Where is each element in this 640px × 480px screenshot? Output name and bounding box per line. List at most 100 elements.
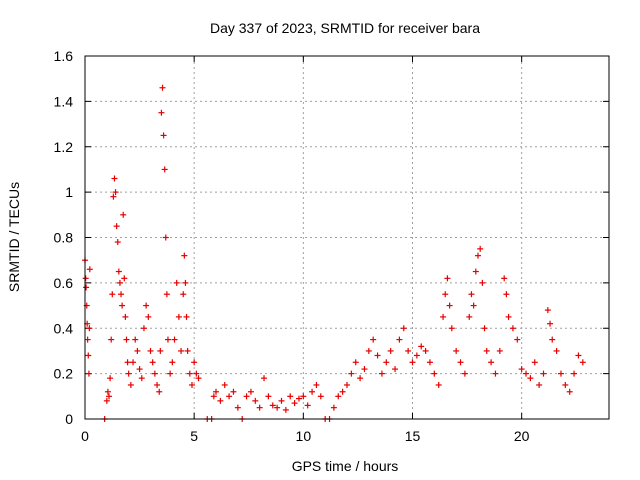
y-axis-label: SRMTID / TECUs	[6, 182, 22, 292]
x-tick-label: 20	[514, 428, 530, 444]
data-point	[287, 393, 294, 400]
data-point	[160, 132, 167, 139]
data-point	[496, 347, 503, 354]
x-tick-label: 10	[296, 428, 312, 444]
data-point	[396, 336, 403, 343]
data-point	[501, 275, 508, 282]
data-point	[378, 370, 385, 377]
chart-title: Day 337 of 2023, SRMTID for receiver bar…	[210, 20, 480, 36]
data-point	[243, 393, 250, 400]
x-tick-label: 5	[190, 428, 198, 444]
data-point	[85, 352, 92, 359]
data-point	[221, 381, 228, 388]
data-point	[188, 381, 195, 388]
data-point	[261, 375, 268, 382]
data-point	[180, 291, 187, 298]
data-point	[173, 279, 180, 286]
data-point	[157, 347, 164, 354]
data-point	[118, 291, 125, 298]
data-point	[392, 366, 399, 373]
data-point	[461, 370, 468, 377]
data-point	[523, 370, 530, 377]
plot-frame	[84, 55, 610, 420]
data-point	[108, 336, 115, 343]
data-point	[409, 359, 416, 366]
data-point	[256, 404, 263, 411]
data-point	[544, 307, 551, 314]
data-point	[282, 406, 289, 413]
data-point	[448, 325, 455, 332]
data-point	[149, 359, 156, 366]
data-point	[575, 352, 582, 359]
data-point	[115, 268, 122, 275]
data-point	[418, 343, 425, 350]
y-tick-label: 1	[65, 184, 73, 200]
data-point	[230, 388, 237, 395]
data-point	[370, 336, 377, 343]
data-point	[125, 370, 132, 377]
x-tick-label: 0	[81, 428, 89, 444]
data-point	[164, 336, 171, 343]
data-point	[274, 404, 281, 411]
data-point	[291, 400, 298, 407]
data-point	[193, 370, 200, 377]
data-point	[111, 175, 118, 182]
y-tick-label: 0.6	[54, 275, 74, 291]
data-point	[475, 252, 481, 259]
data-point	[107, 375, 114, 382]
data-point	[234, 404, 241, 411]
data-point	[357, 375, 364, 382]
data-point	[226, 393, 233, 400]
data-point	[531, 359, 538, 366]
data-point	[182, 279, 189, 286]
data-point	[138, 375, 145, 382]
data-point	[171, 336, 178, 343]
data-point	[113, 223, 120, 230]
x-axis-label: GPS time / hours	[292, 458, 399, 474]
data-point	[352, 359, 359, 366]
data-point	[186, 370, 193, 377]
axis-ticks: 0 5 10 15 20 0 0.2 0.4 0.6 0.8 1 1.2 1.4 1.6	[54, 48, 609, 444]
data-point	[143, 302, 150, 309]
data-point	[365, 347, 372, 354]
data-point	[317, 393, 324, 400]
data-point	[457, 359, 464, 366]
data-point	[503, 291, 510, 298]
data-point	[140, 325, 147, 332]
data-point	[444, 275, 451, 282]
y-tick-label: 0	[65, 411, 73, 427]
data-point	[106, 393, 113, 400]
y-tick-label: 0.2	[54, 366, 74, 382]
y-tick-label: 1.6	[54, 48, 74, 64]
data-point	[562, 381, 569, 388]
data-point	[134, 347, 141, 354]
data-point	[127, 381, 134, 388]
data-point	[121, 275, 128, 282]
data-point	[159, 84, 166, 91]
data-point	[162, 234, 169, 241]
data-point	[158, 109, 165, 116]
data-point	[103, 397, 110, 404]
data-point	[163, 291, 170, 298]
data-point	[426, 359, 433, 366]
data-point	[361, 366, 368, 373]
data-point	[335, 393, 342, 400]
data-point	[161, 166, 168, 173]
data-point	[344, 381, 350, 388]
data-point	[400, 325, 407, 332]
data-point	[566, 388, 573, 395]
data-point	[549, 336, 556, 343]
data-point	[466, 313, 473, 320]
data-point	[123, 336, 130, 343]
y-tick-label: 0.4	[54, 320, 74, 336]
data-point	[124, 359, 131, 366]
data-point	[518, 366, 525, 373]
data-point	[483, 347, 490, 354]
data-point	[479, 279, 486, 286]
data-point	[132, 336, 139, 343]
data-point	[85, 370, 92, 377]
data-point	[154, 381, 161, 388]
data-point	[278, 397, 285, 404]
data-point	[505, 313, 512, 320]
